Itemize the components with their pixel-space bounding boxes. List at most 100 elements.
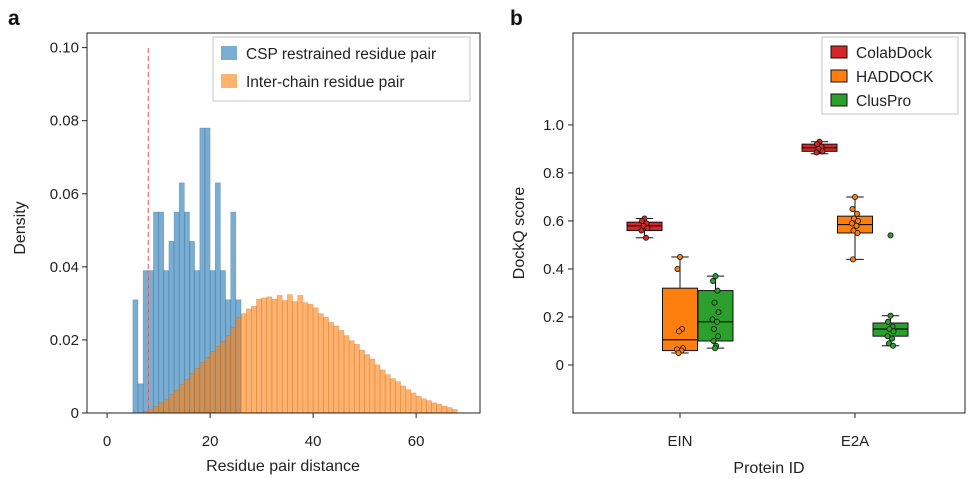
legend-swatch-cluspro	[830, 93, 848, 107]
box-series-cluspro	[697, 232, 909, 352]
box-cluspro-e2a	[872, 232, 909, 349]
data-point	[710, 277, 717, 284]
histogram-bar	[168, 240, 175, 414]
histogram-bar	[163, 398, 170, 414]
histogram-bar	[354, 344, 360, 414]
histogram-bar	[276, 295, 283, 414]
histogram-bar	[184, 379, 190, 414]
legend-label-haddock: HADDOCK	[856, 69, 934, 86]
y-tick-label: 0.08	[50, 113, 79, 130]
panel-a-x-axis-label: Residue pair distance	[206, 458, 360, 475]
data-point	[715, 333, 722, 340]
histogram-bar	[317, 313, 324, 414]
histogram-bar	[178, 384, 185, 414]
histogram-bar	[153, 406, 159, 414]
legend-label-cluspro: ClusPro	[856, 93, 911, 110]
histogram-bar	[446, 407, 453, 414]
legend-swatch-haddock	[830, 69, 848, 83]
panel-a-legend-frame	[212, 36, 471, 102]
histogram-bar	[410, 392, 417, 414]
histogram-bar	[271, 298, 278, 414]
histogram-bar	[312, 307, 319, 414]
box-series-colabdock	[626, 138, 838, 241]
y-tick-label: 0.04	[50, 259, 79, 276]
data-point	[714, 287, 721, 294]
histogram-bar	[163, 270, 170, 414]
box-iqr	[697, 290, 734, 342]
data-point	[849, 205, 856, 212]
histogram-series-inter-chain-residue-pair	[142, 294, 458, 414]
histogram-bar	[328, 322, 335, 414]
histogram-bar	[364, 354, 371, 414]
histogram-bar	[147, 409, 154, 414]
histogram-bar	[292, 301, 298, 414]
histogram-bar	[204, 357, 211, 414]
histogram-bar	[153, 211, 159, 414]
data-point	[710, 337, 717, 344]
data-point	[715, 309, 722, 316]
histogram-bar	[287, 294, 293, 414]
histogram-bar	[137, 383, 144, 414]
data-point	[854, 210, 861, 217]
panel-b-legend: ColabDock HADDOCK ClusPro	[821, 36, 959, 115]
box-colabdock-e2a	[801, 138, 838, 156]
x-tick-label: EIN	[667, 433, 692, 450]
histogram-bar	[333, 325, 340, 414]
box-colabdock-ein	[626, 215, 663, 241]
histogram-bar	[307, 303, 314, 414]
histogram-bar	[441, 405, 448, 414]
data-point	[854, 229, 861, 236]
data-point	[644, 225, 651, 232]
legend-label-csp-restrained: CSP restrained residue pair	[246, 46, 436, 63]
data-point	[711, 299, 718, 306]
x-tick-label: 40	[305, 433, 322, 450]
histogram-bar	[261, 297, 268, 414]
data-point	[885, 318, 892, 325]
box-haddock-e2a	[837, 193, 873, 263]
histogram-bar	[359, 349, 365, 414]
histogram-bar	[374, 364, 381, 414]
histogram-bar	[235, 316, 242, 414]
legend-label-inter-chain: Inter-chain residue pair	[246, 74, 405, 91]
y-tick-label: 0.8	[543, 165, 564, 182]
data-point	[714, 318, 721, 325]
data-point	[853, 222, 860, 229]
histogram-bar	[225, 335, 232, 414]
data-point	[712, 273, 719, 280]
y-tick-label: 0.02	[50, 332, 79, 349]
histogram-bar	[173, 211, 180, 414]
histogram-bar	[147, 270, 154, 414]
y-tick-label: 0	[556, 357, 564, 374]
histogram-bar	[451, 409, 458, 414]
panel-b: b EIN E2A 0 0.2 0.4 0.6 0.8 1.0 Protein ID Dock…	[510, 7, 966, 477]
histogram-bar	[379, 369, 386, 414]
y-tick-label: 0.4	[543, 261, 564, 278]
y-tick-label: 0.10	[50, 40, 79, 57]
histogram-bar	[431, 402, 438, 414]
y-tick-label: 0.2	[543, 309, 564, 326]
data-point	[709, 316, 716, 323]
panel-b-ticks: EIN E2A 0 0.2 0.4 0.6 0.8 1.0	[543, 117, 869, 450]
legend-swatch-inter-chain	[221, 74, 237, 88]
panel-a-label: a	[8, 7, 20, 30]
histogram-bar	[281, 300, 288, 414]
histogram-bar	[436, 403, 443, 414]
histogram-bar	[199, 362, 206, 414]
data-point	[813, 149, 820, 156]
data-point	[849, 220, 856, 227]
panel-b-axes-frame	[572, 32, 966, 414]
histogram-bar	[251, 306, 257, 414]
histogram-bar	[395, 381, 401, 414]
histogram-bar	[400, 385, 407, 414]
data-point	[712, 345, 719, 352]
histogram-bar	[230, 326, 237, 414]
y-tick-label: 0.06	[50, 186, 79, 203]
panel-a-ticks: 0 20 40 60 0 0.02 0.04 0.06 0.08 0.10	[50, 40, 425, 450]
histogram-bar	[132, 299, 139, 414]
box-cluspro-ein	[697, 273, 734, 352]
data-point	[675, 349, 682, 356]
legend-swatch-colabdock	[830, 45, 848, 59]
data-point	[674, 265, 681, 272]
histogram-bar	[405, 389, 412, 414]
